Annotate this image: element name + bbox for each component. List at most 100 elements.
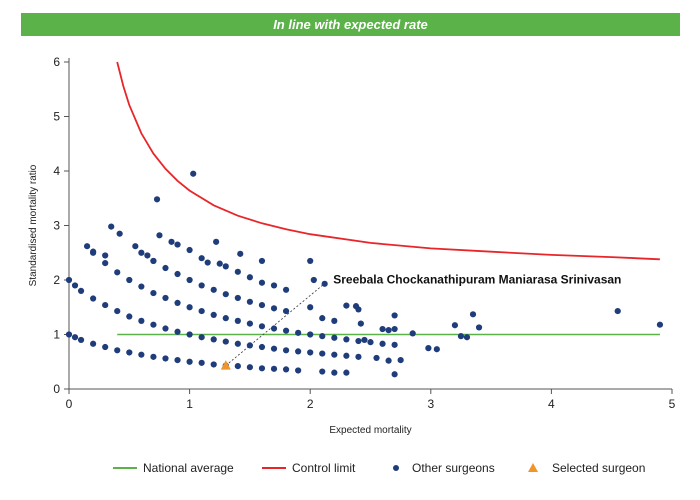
- other-surgeon-point: [234, 317, 241, 324]
- other-surgeon-point: [343, 302, 350, 309]
- other-surgeon-point: [71, 282, 79, 289]
- other-surgeon-point: [186, 331, 193, 338]
- legend-label: Control limit: [292, 461, 356, 475]
- other-surgeon-point: [331, 334, 338, 341]
- other-surgeon-point: [210, 361, 217, 368]
- other-surgeon-point: [361, 336, 368, 344]
- other-surgeon-point: [379, 340, 386, 347]
- other-surgeon-point: [186, 304, 193, 311]
- y-tick-label: 2: [53, 273, 60, 287]
- other-surgeon-point: [319, 350, 326, 357]
- x-axis-label: Expected mortality: [329, 425, 411, 436]
- other-surgeon-point: [234, 340, 241, 347]
- other-surgeon-point: [174, 328, 181, 335]
- other-surgeon-point: [222, 263, 229, 270]
- other-surgeon-point: [451, 322, 459, 329]
- other-surgeon-point: [198, 334, 205, 341]
- legend-other-surgeons-swatch: [393, 465, 399, 471]
- other-surgeon-point: [210, 311, 217, 318]
- other-surgeon-point: [469, 311, 477, 318]
- other-surgeon-point: [258, 323, 266, 330]
- y-tick-label: 0: [53, 382, 60, 396]
- x-tick-label: 0: [66, 397, 73, 411]
- other-surgeon-point: [138, 249, 145, 256]
- other-surgeon-point: [77, 287, 85, 294]
- y-tick-label: 5: [53, 110, 60, 124]
- other-surgeon-point: [391, 341, 398, 348]
- other-surgeon-point: [282, 286, 290, 293]
- other-surgeon-point: [246, 342, 253, 349]
- other-surgeon-point: [150, 289, 157, 297]
- other-surgeon-point: [282, 366, 290, 373]
- other-surgeon-point: [138, 351, 145, 358]
- other-surgeon-point: [234, 363, 241, 370]
- other-surgeon-point: [282, 327, 290, 334]
- other-surgeon-point: [65, 276, 73, 284]
- other-surgeon-point: [114, 307, 121, 315]
- chart-series: [65, 61, 664, 378]
- other-surgeon-point: [237, 250, 244, 257]
- other-surgeon-point: [102, 252, 109, 259]
- other-surgeon-point: [463, 334, 471, 341]
- other-surgeon-point: [65, 331, 73, 338]
- other-surgeon-point: [210, 286, 217, 293]
- other-surgeon-point: [331, 351, 338, 358]
- other-surgeon-point: [162, 355, 169, 362]
- other-surgeon-point: [246, 274, 253, 281]
- other-surgeon-point: [270, 305, 278, 312]
- other-surgeon-point: [138, 317, 145, 324]
- other-surgeon-point: [162, 294, 169, 302]
- other-surgeon-point: [222, 291, 229, 298]
- other-surgeon-point: [126, 276, 133, 284]
- other-surgeon-point: [373, 354, 380, 362]
- other-surgeon-point: [77, 336, 85, 344]
- other-surgeon-point: [385, 327, 392, 334]
- y-tick-label: 1: [53, 328, 60, 342]
- other-surgeon-point: [258, 343, 266, 351]
- other-surgeon-point: [174, 357, 181, 364]
- y-tick-label: 3: [53, 219, 60, 233]
- other-surgeon-point: [307, 349, 314, 356]
- other-surgeon-point: [102, 260, 109, 267]
- other-surgeon-point: [71, 334, 79, 341]
- other-surgeon-point: [270, 325, 278, 332]
- other-surgeon-point: [379, 325, 386, 333]
- other-surgeon-point: [307, 331, 314, 338]
- other-surgeon-point: [222, 338, 229, 345]
- legend-label: Other surgeons: [412, 461, 495, 475]
- other-surgeon-point: [319, 315, 326, 322]
- other-surgeon-point: [144, 252, 151, 259]
- x-tick-label: 2: [307, 397, 314, 411]
- other-surgeon-point: [132, 243, 139, 250]
- other-surgeon-point: [391, 325, 398, 333]
- other-surgeon-point: [331, 369, 338, 376]
- other-surgeon-point: [391, 371, 398, 378]
- other-surgeon-point: [213, 238, 220, 245]
- other-surgeon-point: [307, 257, 314, 265]
- legend-label: National average: [143, 461, 234, 475]
- other-surgeon-point: [367, 339, 374, 346]
- other-surgeon-point: [102, 301, 109, 309]
- other-surgeon-point: [457, 333, 465, 340]
- other-surgeon-point: [174, 299, 181, 306]
- other-surgeon-point: [355, 337, 362, 345]
- chart-legend: National average Control limit Other surge…: [113, 461, 645, 475]
- x-tick-label: 3: [427, 397, 434, 411]
- other-surgeon-point: [295, 329, 302, 336]
- other-surgeon-point: [90, 295, 97, 302]
- other-surgeon-point: [234, 294, 241, 302]
- other-surgeon-point: [331, 317, 338, 324]
- other-surgeon-point: [114, 347, 121, 354]
- other-surgeon-point: [385, 357, 392, 364]
- other-surgeon-point: [108, 223, 115, 230]
- y-axis-label: Standardised mortality ratio: [28, 164, 39, 286]
- legend-label: Selected surgeon: [552, 461, 645, 475]
- other-surgeon-point: [90, 248, 97, 255]
- other-surgeon-point: [138, 283, 145, 290]
- other-surgeon-point: [116, 230, 123, 237]
- other-surgeon-point: [174, 270, 181, 278]
- other-surgeon-point: [234, 268, 241, 275]
- other-surgeon-point: [357, 320, 364, 327]
- other-surgeon-point: [656, 321, 664, 328]
- other-surgeon-point: [102, 343, 109, 351]
